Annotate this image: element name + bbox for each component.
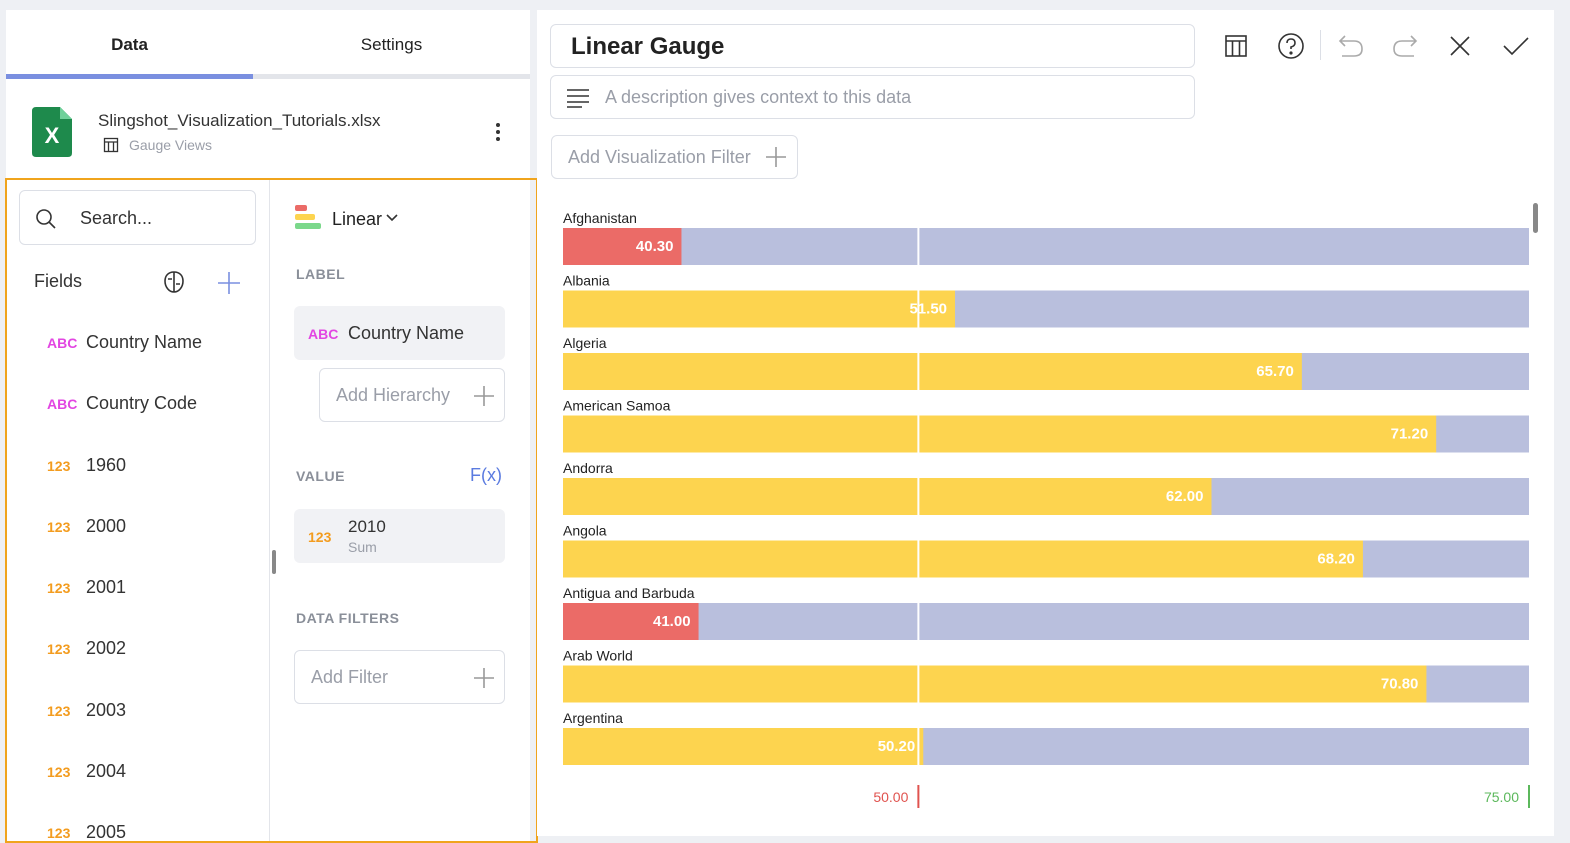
tab-data[interactable]: Data [111, 35, 148, 54]
plus-icon [474, 668, 494, 688]
add-viz-filter-text: Add Visualization Filter [568, 147, 751, 167]
dropdown-arrow [386, 214, 398, 222]
aggregation: Sum [348, 539, 377, 555]
more-menu[interactable] [494, 122, 502, 144]
field-type: 123 [47, 580, 71, 596]
left-panel: Data Settings X Slingshot_Visualization_… [6, 10, 530, 843]
field-type: ABC [47, 396, 78, 413]
field-name[interactable]: 2001 [86, 577, 127, 597]
add-filter[interactable]: Add Filter [294, 650, 505, 704]
description-input[interactable]: A description gives context to this data [550, 75, 1195, 119]
search-icon [36, 209, 56, 229]
search-box[interactable]: Search... [19, 190, 256, 245]
viz-icon [295, 205, 321, 229]
add-filter-text: Add Filter [311, 667, 389, 687]
toolbar-separator [1320, 30, 1321, 60]
add-hierarchy[interactable]: Add Hierarchy [319, 368, 505, 422]
chart-scrollbar [1533, 203, 1538, 233]
main-panel: Linear Gauge A description gives context… [537, 10, 1554, 836]
title: Linear Gauge [571, 33, 725, 60]
add-visualization-filter[interactable]: Add Visualization Filter [551, 135, 798, 179]
help-button[interactable] [1278, 33, 1304, 59]
field-type: 123 [308, 529, 332, 545]
sheet-icon [103, 137, 119, 153]
plus-icon [766, 147, 786, 167]
viz-type[interactable]: Linear [332, 209, 383, 229]
description-icon [567, 89, 589, 108]
value-field[interactable]: 123 2010 Sum [294, 509, 505, 563]
filters-section: DATA FILTERS [296, 610, 400, 626]
grid-view-button[interactable] [1225, 35, 1247, 57]
field-name[interactable]: Country Name [86, 332, 203, 352]
search-placeholder: Search... [80, 208, 153, 228]
field-type: 123 [47, 825, 71, 841]
field-type: ABC [47, 335, 78, 351]
field-name[interactable]: 2002 [86, 638, 127, 659]
tab-indicator [6, 74, 253, 79]
sheet-name: Gauge Views [129, 137, 213, 153]
title-input[interactable]: Linear Gauge [550, 24, 1195, 68]
ai-icon[interactable] [162, 270, 186, 294]
field-type: 123 [47, 641, 71, 658]
field-name: 2010 [348, 517, 386, 536]
field-name: Country Name [348, 323, 465, 343]
value-section: VALUE [296, 468, 345, 484]
field-name[interactable]: 2004 [86, 760, 127, 781]
formula-button[interactable]: F(x) [470, 465, 502, 485]
field-name[interactable]: 2005 [86, 822, 127, 842]
field-name[interactable]: 2000 [86, 515, 127, 536]
file-name: Slingshot_Visualization_Tutorials.xlsx [98, 111, 381, 130]
label-field[interactable]: ABC Country Name [294, 306, 505, 360]
field-name[interactable]: 2003 [86, 699, 127, 720]
add-field[interactable] [217, 271, 241, 295]
fields-title: Fields [34, 271, 83, 291]
divider [269, 180, 270, 841]
fields-editor: Search... Fields ABC Country Name ABC Count… [5, 178, 538, 843]
tab-settings[interactable]: Settings [360, 35, 423, 54]
scrollbar [272, 550, 276, 574]
field-type: 123 [47, 702, 71, 719]
plus-icon [474, 386, 494, 406]
redo-button[interactable] [1393, 34, 1418, 58]
add-hierarchy-text: Add Hierarchy [336, 385, 451, 405]
undo-button[interactable] [1338, 34, 1363, 58]
svg-text:X: X [45, 123, 60, 148]
field-type: 123 [47, 518, 71, 535]
field-type: 123 [47, 763, 71, 780]
tab-track [6, 74, 530, 79]
confirm-button[interactable] [1503, 37, 1529, 56]
field-type: ABC [308, 326, 339, 342]
description-placeholder: A description gives context to this data [605, 87, 912, 107]
field-name[interactable]: 1960 [86, 454, 127, 475]
label-section: LABEL [296, 266, 346, 282]
close-button[interactable] [1450, 36, 1470, 56]
field-type: 123 [47, 457, 71, 474]
excel-icon: X [32, 107, 72, 157]
field-name[interactable]: Country Code [86, 393, 198, 414]
